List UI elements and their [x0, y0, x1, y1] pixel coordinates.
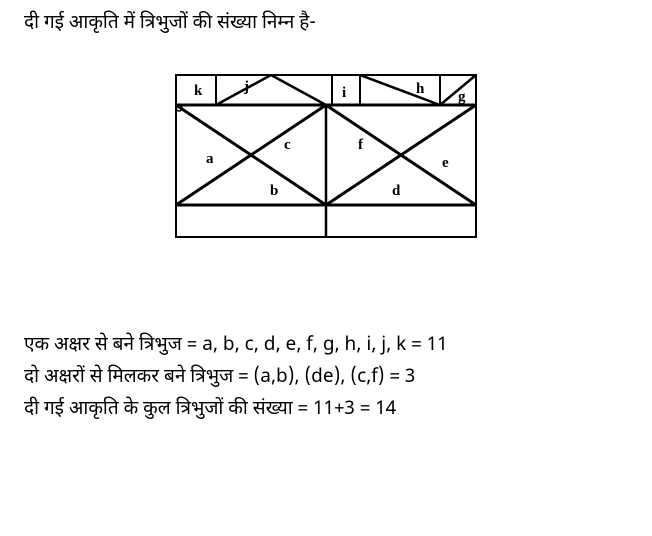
answer-2-list: (a,b), (de), (c,f) = 3: [254, 365, 416, 390]
label-c: c: [284, 137, 291, 153]
answer-line-1: एक अक्षर से बने त्रिभुज = a, b, c, d, e,…: [24, 331, 628, 361]
answer-3-prefix: दी गई आकृति के कुल त्रिभुजों की संख्या =: [24, 397, 313, 422]
answer-3-calc: 11+3 = 14: [313, 397, 396, 422]
answer-2-prefix: दो अक्षरों से मिलकर बने त्रिभुज =: [24, 365, 254, 390]
label-j: j: [243, 79, 249, 95]
label-h: h: [416, 81, 425, 97]
answer-line-2: दो अक्षरों से मिलकर बने त्रिभुज = (a,b),…: [24, 363, 628, 393]
label-e: e: [442, 155, 449, 171]
triangle-count-figure: k j i h g a b c f d e: [166, 71, 486, 241]
question-text: दी गई आकृति में त्रिभुजों की संख्या निम्…: [24, 10, 628, 39]
answer-1-list: a, b, c, d, e, f, g, h, i, j, k = 11: [202, 333, 447, 358]
answer-1-prefix: एक अक्षर से बने त्रिभुज =: [24, 333, 202, 358]
label-k: k: [194, 83, 203, 99]
label-i: i: [342, 85, 346, 101]
label-d: d: [392, 183, 401, 199]
answer-line-3: दी गई आकृति के कुल त्रिभुजों की संख्या =…: [24, 395, 628, 425]
label-b: b: [270, 183, 278, 199]
label-a: a: [206, 151, 214, 167]
answer-block: एक अक्षर से बने त्रिभुज = a, b, c, d, e,…: [24, 331, 628, 426]
label-f: f: [358, 137, 364, 153]
label-g: g: [458, 89, 466, 105]
figure-container: k j i h g a b c f d e: [24, 71, 628, 241]
